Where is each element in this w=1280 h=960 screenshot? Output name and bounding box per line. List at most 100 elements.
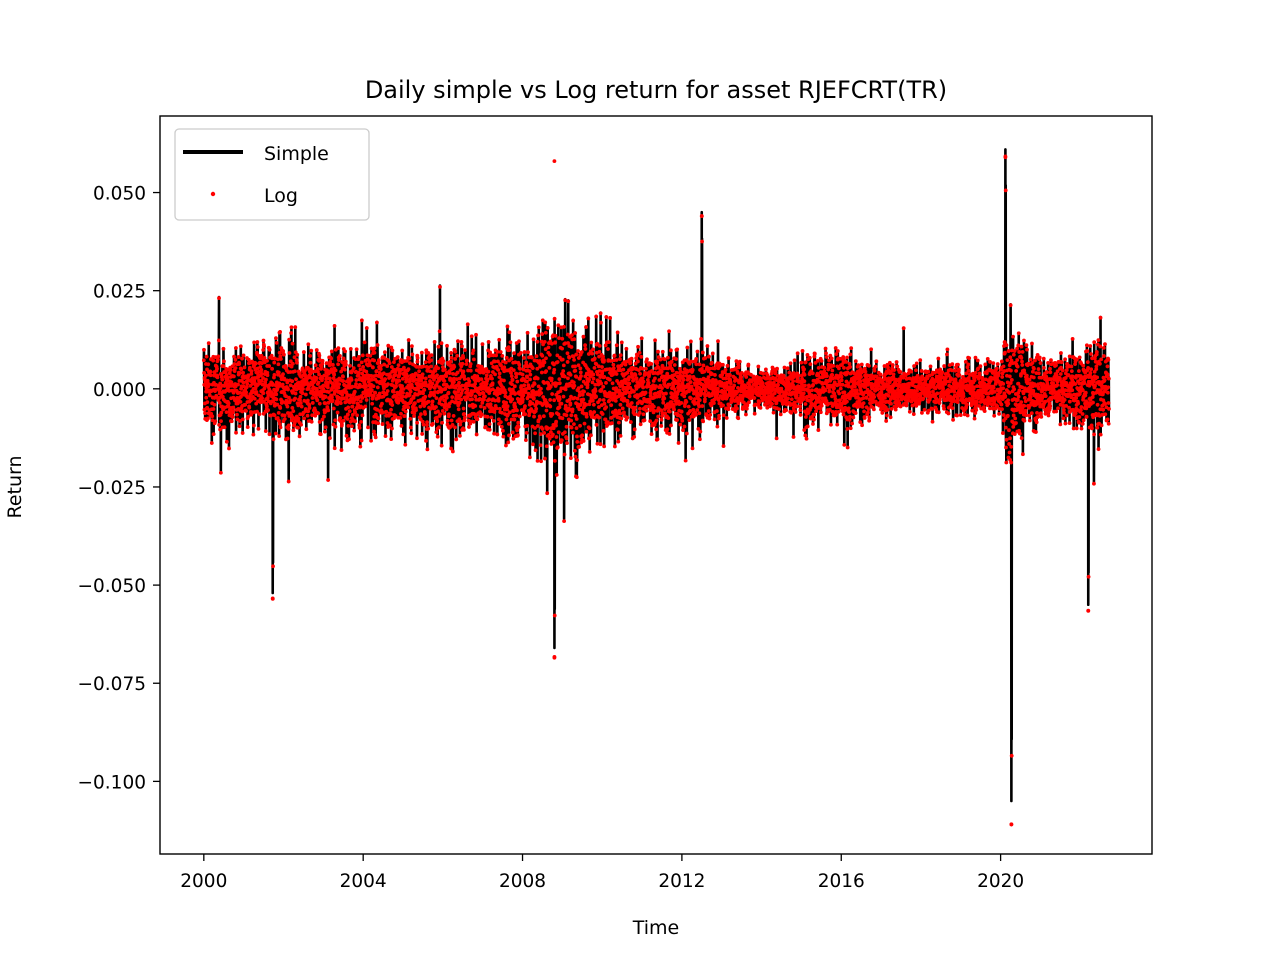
log-point	[320, 361, 325, 366]
log-point	[848, 426, 853, 431]
log-point	[560, 416, 565, 421]
log-point	[223, 370, 228, 374]
log-point	[612, 444, 617, 449]
log-point	[340, 392, 345, 397]
log-point	[444, 407, 449, 412]
log-point	[265, 373, 270, 378]
log-point	[957, 367, 961, 372]
log-point	[418, 404, 423, 409]
log-point	[343, 349, 348, 354]
log-point	[480, 400, 485, 405]
log-point	[446, 390, 451, 395]
log-point	[471, 348, 476, 353]
log-point	[329, 349, 334, 354]
log-point	[309, 348, 314, 353]
log-point	[201, 358, 206, 363]
log-point	[264, 404, 269, 409]
log-point	[359, 360, 364, 365]
log-point	[298, 394, 303, 399]
log-point	[507, 348, 512, 353]
log-point	[613, 398, 618, 403]
log-point	[802, 367, 806, 372]
log-point	[212, 402, 217, 407]
log-point	[376, 416, 381, 421]
log-point	[527, 386, 532, 391]
log-point	[504, 400, 508, 405]
log-point	[775, 366, 779, 371]
log-point	[452, 380, 456, 384]
log-point	[872, 407, 876, 412]
log-point	[239, 367, 244, 372]
log-point	[273, 431, 278, 436]
log-point	[259, 353, 264, 358]
log-point	[408, 389, 413, 394]
log-point	[300, 391, 305, 396]
log-point	[272, 356, 277, 361]
log-point	[872, 395, 877, 399]
log-point	[217, 400, 222, 405]
log-point	[660, 349, 665, 354]
log-point	[543, 320, 548, 325]
log-point	[496, 398, 501, 403]
log-point	[643, 366, 648, 371]
log-point	[703, 356, 708, 360]
log-point	[451, 371, 455, 376]
log-point	[375, 385, 380, 390]
log-point	[646, 381, 651, 385]
log-point	[286, 423, 291, 428]
log-point	[545, 326, 550, 330]
log-point	[445, 418, 450, 423]
log-point	[356, 402, 361, 407]
log-point	[592, 410, 597, 414]
log-point	[791, 379, 796, 384]
log-point	[436, 389, 441, 394]
log-point	[581, 397, 586, 402]
log-point	[471, 389, 476, 394]
log-point	[402, 365, 406, 370]
log-point	[869, 347, 874, 352]
log-point	[584, 414, 589, 419]
log-point	[436, 409, 440, 414]
log-point	[830, 368, 835, 373]
log-point	[350, 404, 355, 409]
log-point	[745, 403, 750, 408]
log-point	[723, 367, 728, 372]
log-point	[681, 428, 685, 433]
log-point	[576, 349, 580, 353]
log-point	[597, 349, 602, 354]
log-point	[322, 414, 326, 419]
log-point	[341, 374, 345, 379]
log-point	[348, 393, 353, 398]
log-point	[449, 418, 454, 423]
log-point	[410, 384, 414, 389]
log-point	[293, 396, 298, 401]
log-point	[557, 397, 562, 401]
log-point	[260, 396, 265, 401]
log-point	[441, 359, 446, 363]
log-point	[728, 381, 733, 386]
log-point	[803, 383, 807, 388]
log-point	[532, 382, 537, 386]
log-point	[736, 363, 741, 368]
log-point	[528, 377, 532, 382]
log-point	[538, 443, 543, 448]
log-point	[406, 338, 411, 342]
log-point	[354, 347, 359, 352]
log-point	[217, 296, 221, 300]
log-point	[291, 409, 296, 414]
log-point	[276, 362, 281, 367]
log-point	[227, 388, 232, 393]
log-point	[420, 375, 425, 380]
log-point	[468, 362, 473, 366]
log-point	[570, 430, 575, 435]
log-point	[774, 436, 779, 441]
log-point	[804, 436, 809, 441]
log-point	[832, 386, 836, 391]
log-point	[633, 412, 638, 417]
log-point	[838, 386, 843, 391]
log-point	[316, 369, 320, 374]
log-point	[793, 410, 798, 414]
log-point	[467, 425, 471, 429]
log-point	[413, 401, 417, 405]
